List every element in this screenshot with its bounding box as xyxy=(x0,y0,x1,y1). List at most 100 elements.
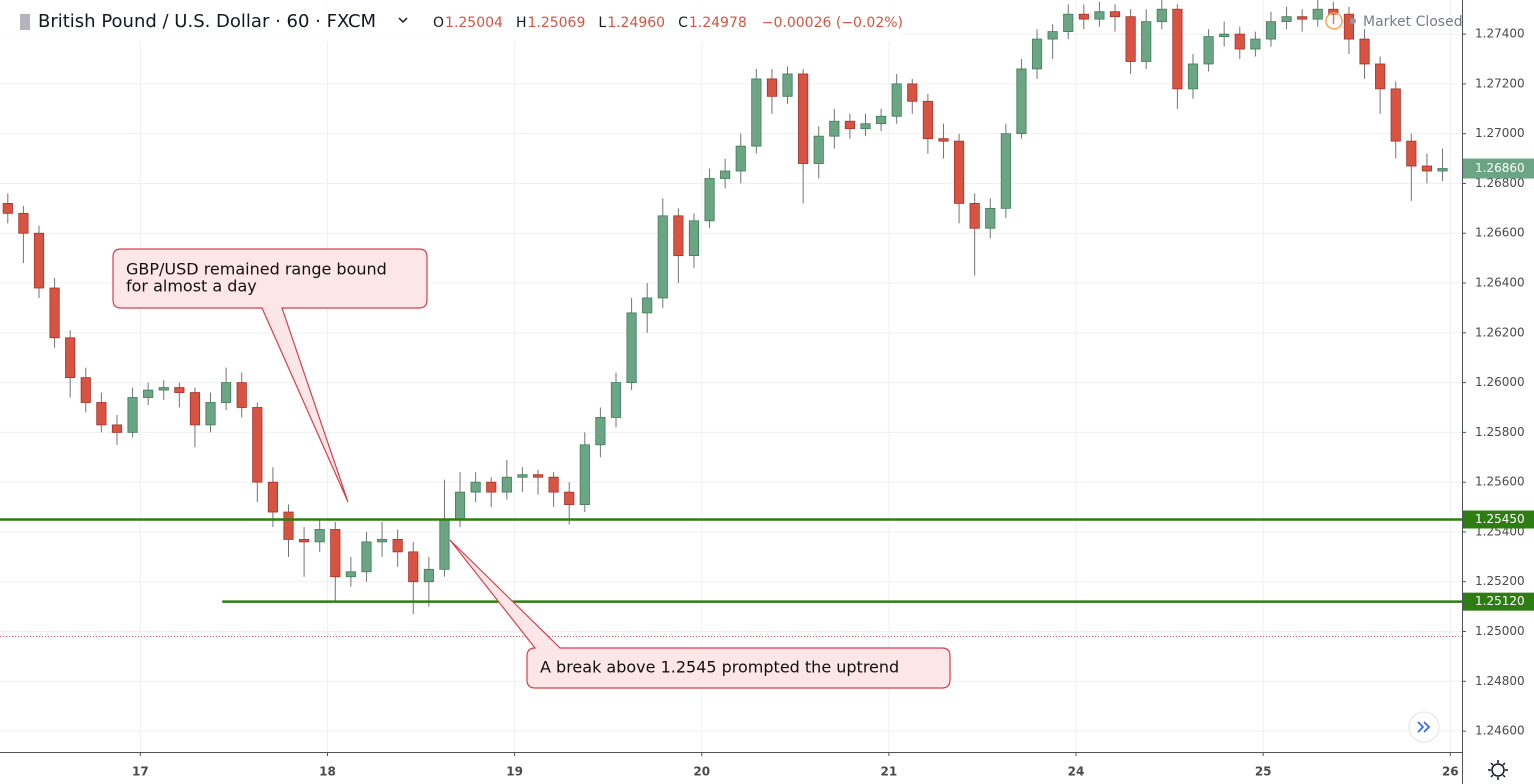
callout-box xyxy=(112,248,428,503)
overlay: GBP/USD remained range bound for almost … xyxy=(112,248,951,689)
candle-body xyxy=(236,382,247,408)
candle-body xyxy=(1437,168,1448,172)
y-tick-label: 1.26000 xyxy=(1475,375,1525,389)
y-tick-label: 1.27200 xyxy=(1475,76,1525,90)
candle-body xyxy=(1390,88,1401,142)
candle-body xyxy=(766,78,778,97)
x-tick-label: 18 xyxy=(319,765,336,779)
candle-body xyxy=(610,382,622,418)
candle-body xyxy=(720,170,731,179)
ohlc-value: 1.24978 xyxy=(689,15,747,31)
level-label: 1.25450 xyxy=(1475,512,1525,526)
candle-body xyxy=(205,402,216,426)
level-label-bg xyxy=(1463,592,1534,611)
candle-body xyxy=(798,73,809,164)
candle-body xyxy=(361,541,372,573)
y-tick-label: 1.25600 xyxy=(1475,475,1525,489)
candle-body xyxy=(548,476,559,493)
y-tick-label: 1.26400 xyxy=(1475,276,1525,290)
settings-icon xyxy=(1488,760,1508,780)
settings-button[interactable] xyxy=(1491,763,1505,777)
candle-body xyxy=(392,539,403,553)
last-price-bg xyxy=(1463,158,1534,179)
candle-body xyxy=(80,377,91,403)
candle-body xyxy=(18,212,29,234)
candle-body xyxy=(1156,8,1167,23)
candle-body xyxy=(564,491,575,505)
candle-body xyxy=(595,417,606,446)
candle-body xyxy=(127,397,138,433)
symbol[interactable]: British Pound / U.S. Dollar · 60 · FXCM xyxy=(38,11,376,32)
callout-text: GBP/USD remained range bound xyxy=(126,260,387,279)
y-tick-label: 1.25200 xyxy=(1475,574,1525,588)
candle-body xyxy=(486,481,497,493)
candle-body xyxy=(439,519,450,570)
candle-body xyxy=(953,140,965,204)
header-bg xyxy=(0,0,900,42)
x-tick-label: 24 xyxy=(1068,765,1085,779)
candle-body xyxy=(1109,11,1121,18)
header: British Pound / U.S. Dollar · 60 · FXCM … xyxy=(0,0,1463,42)
candle-body xyxy=(688,220,700,257)
candle-body xyxy=(673,215,684,257)
ohlc-value: 1.25069 xyxy=(527,15,585,31)
candle-body xyxy=(423,568,434,583)
candle-body xyxy=(376,539,388,543)
market-status: Market Closed xyxy=(1363,14,1463,30)
y-tick-label: 1.24800 xyxy=(1475,674,1525,688)
candle-body xyxy=(299,539,310,543)
candle-body xyxy=(922,100,933,140)
candle-body xyxy=(1421,165,1432,172)
candle-body xyxy=(735,145,746,172)
candle-body xyxy=(501,476,512,493)
candle-body xyxy=(345,571,356,578)
y-tick-label: 1.26600 xyxy=(1475,226,1525,240)
candle-body xyxy=(782,73,793,97)
candle-body xyxy=(252,407,263,483)
candle-body xyxy=(938,138,949,142)
candle-body xyxy=(1063,13,1074,33)
callout-box xyxy=(449,539,951,689)
candle-body xyxy=(1219,33,1230,37)
x-tick-label: 21 xyxy=(881,765,898,779)
candle-body xyxy=(579,444,590,505)
price-axis xyxy=(1462,0,1534,784)
y-tick-label: 1.26200 xyxy=(1475,325,1525,339)
y-tick-label: 1.25800 xyxy=(1475,425,1525,439)
candle-body xyxy=(1297,16,1308,20)
candle-body xyxy=(49,287,60,339)
last-price-label: 1.26860 xyxy=(1475,161,1525,175)
y-tick-label: 1.25000 xyxy=(1475,624,1525,638)
ohlc-label: C xyxy=(678,15,688,31)
x-tick-label: 17 xyxy=(132,765,149,779)
ohlc-label: L xyxy=(598,15,606,31)
candle-body xyxy=(626,312,637,383)
status-icon xyxy=(1325,12,1343,30)
status-icon-mark: ! xyxy=(1332,14,1336,27)
axes: 1.246001.248001.250001.252001.254001.256… xyxy=(132,27,1534,779)
candle-body xyxy=(1172,8,1183,90)
candle-body xyxy=(1047,31,1058,40)
candle-body xyxy=(1078,13,1089,20)
candle-body xyxy=(1000,133,1011,209)
candle-body xyxy=(1281,16,1292,23)
candle-body xyxy=(111,424,123,433)
status-dot xyxy=(1350,18,1356,24)
callout-text: for almost a day xyxy=(126,277,257,296)
candle-body xyxy=(1328,8,1339,15)
level-label: 1.25120 xyxy=(1475,594,1525,608)
y-tick-label: 1.27400 xyxy=(1475,27,1525,41)
plot xyxy=(0,0,1462,637)
candle-body xyxy=(1125,16,1136,62)
ohlc-label: H xyxy=(516,15,527,31)
candle-body xyxy=(33,232,45,289)
candle-body xyxy=(470,481,481,493)
candle-body xyxy=(1141,21,1152,62)
candle-body xyxy=(143,389,154,398)
ohlc: O 1.25004 H 1.25069 L 1.24960 C 1.24978 xyxy=(433,15,747,31)
candle-body xyxy=(2,202,13,214)
candle-body xyxy=(267,481,278,513)
symbol-menu[interactable] xyxy=(398,17,408,24)
